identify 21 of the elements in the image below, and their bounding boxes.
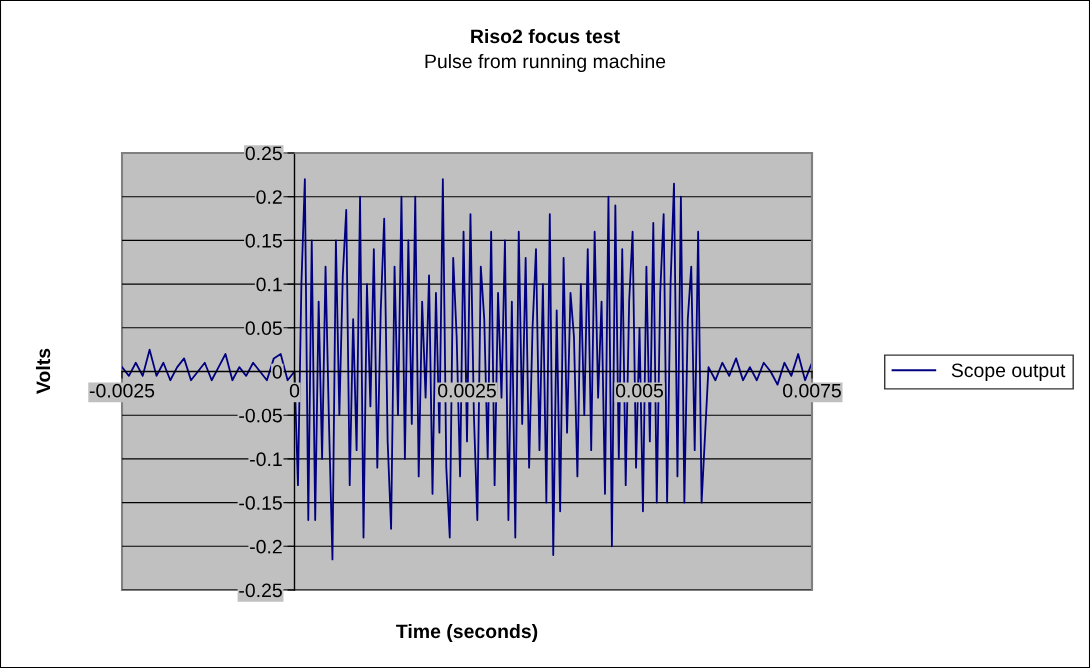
chart-subtitle: Pulse from running machine — [425, 53, 666, 73]
y-axis-title: Volts — [35, 348, 51, 394]
legend-label: Scope output — [951, 363, 1066, 382]
chart-title: Riso2 focus test — [471, 28, 620, 44]
y-tick-label: -0.25 — [239, 583, 282, 598]
x-tick-label: -0.0025 — [89, 383, 155, 398]
y-tick-label: 0 — [272, 364, 282, 379]
y-tick-label: -0.05 — [239, 408, 282, 423]
y-tick-label: -0.1 — [250, 452, 282, 467]
x-tick-label: 0.005 — [615, 383, 664, 398]
y-tick-label: 0.2 — [256, 190, 282, 204]
y-tick-label: -0.15 — [239, 496, 282, 510]
y-tick-label: -0.2 — [250, 539, 282, 554]
x-axis-title: Time (seconds) — [396, 623, 538, 643]
y-tick-label: 0.15 — [245, 233, 282, 248]
x-tick-label: 0.0075 — [783, 383, 841, 398]
x-tick-label: 0 — [289, 383, 300, 398]
y-tick-label: 0.1 — [256, 277, 282, 292]
y-tick-label: 0.25 — [245, 146, 282, 161]
y-tick-label: 0.05 — [245, 321, 282, 336]
x-tick-label: 0.0025 — [438, 383, 496, 398]
